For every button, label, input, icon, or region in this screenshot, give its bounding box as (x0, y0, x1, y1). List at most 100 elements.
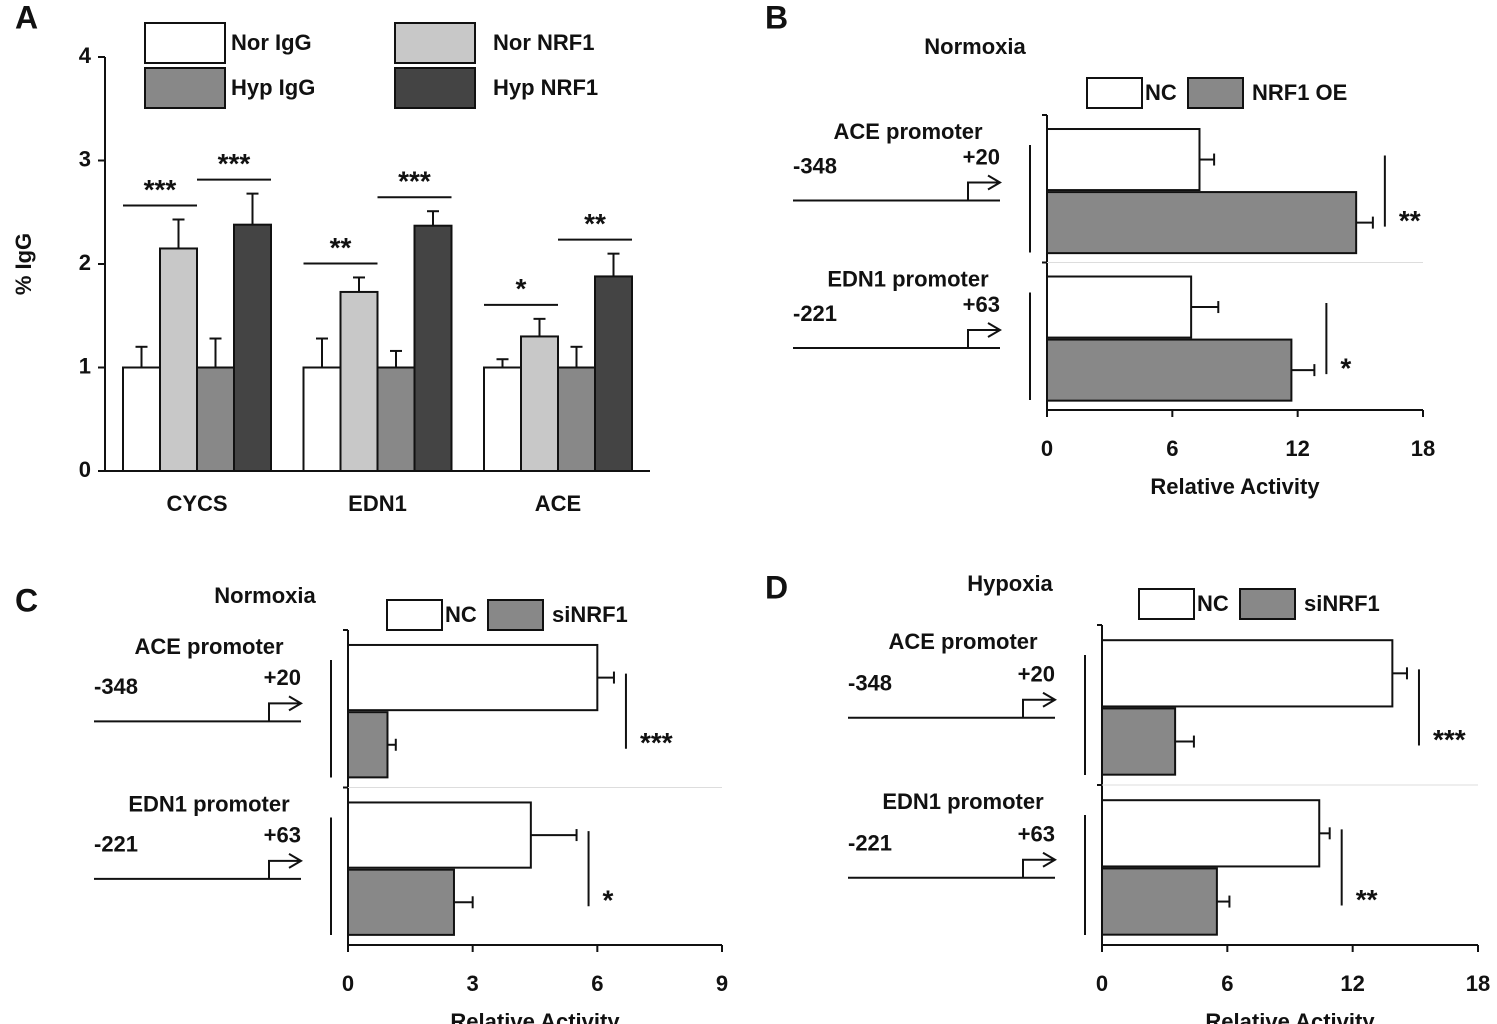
category-label: EDN1 promoter (827, 266, 989, 291)
significance-label: * (1340, 353, 1351, 384)
bar (159, 247, 198, 472)
legend-swatch (1239, 588, 1296, 620)
bar (347, 801, 532, 869)
legend-label: Hyp IgG (231, 75, 315, 100)
tss-arrow (967, 322, 1002, 349)
tss-arrow (1022, 851, 1057, 878)
x-axis-label: Relative Activity (1205, 1009, 1375, 1024)
category-label: ACE promoter (134, 634, 284, 659)
significance-label: ** (1399, 205, 1421, 236)
y-tick-label: 3 (79, 146, 91, 171)
legend-swatch (1187, 77, 1244, 109)
x-axis-label: Relative Activity (1150, 474, 1320, 499)
legend-swatch (144, 22, 226, 64)
tss-arrow (268, 695, 303, 722)
category-label: EDN1 promoter (128, 791, 290, 816)
significance-label: *** (1433, 724, 1466, 755)
x-tick-label: 6 (591, 971, 603, 996)
legend-swatch (394, 67, 476, 109)
promoter-start: -221 (848, 831, 892, 856)
y-tick-label: 1 (79, 353, 91, 378)
promoter-end: +20 (963, 144, 1000, 169)
chart-title: Hypoxia (967, 571, 1053, 596)
significance-label: * (516, 273, 527, 304)
legend-label: NC (445, 602, 477, 627)
significance-label: *** (640, 727, 673, 758)
x-tick-label: 3 (467, 971, 479, 996)
significance-label: ** (330, 232, 352, 263)
promoter-start: -221 (94, 832, 138, 857)
tss-arrow (1022, 691, 1057, 718)
legend-label: NC (1197, 591, 1229, 616)
panel-letter: A (15, 0, 38, 35)
legend-swatch (1086, 77, 1143, 109)
promoter-start: -348 (848, 671, 892, 696)
y-axis-label: % IgG (11, 233, 36, 295)
x-tick-label: 6 (1221, 971, 1233, 996)
bar (1101, 639, 1394, 708)
x-tick-label: CYCS (166, 491, 227, 516)
bar (347, 868, 455, 936)
significance-label: *** (218, 148, 251, 179)
legend-swatch (1138, 588, 1195, 620)
bar (1101, 707, 1177, 776)
bar (483, 366, 522, 472)
promoter-start: -348 (793, 153, 837, 178)
legend-label: NC (1145, 80, 1177, 105)
bar (347, 711, 389, 779)
bar (376, 366, 416, 472)
bar (413, 224, 453, 472)
legend-label: siNRF1 (552, 602, 628, 627)
bar (1046, 275, 1193, 339)
promoter-end: +63 (963, 292, 1000, 317)
x-tick-label: 9 (716, 971, 728, 996)
significance-label: * (603, 885, 614, 916)
promoter-end: +63 (264, 823, 301, 848)
bar (122, 366, 161, 472)
bar (1046, 191, 1358, 255)
x-tick-label: 0 (1041, 436, 1053, 461)
promoter-end: +20 (1018, 662, 1055, 687)
bar (557, 366, 596, 472)
significance-label: ** (1356, 884, 1378, 915)
x-tick-label: 18 (1411, 436, 1435, 461)
category-label: EDN1 promoter (882, 789, 1044, 814)
bar (1101, 867, 1218, 936)
panel-letter: B (765, 0, 788, 35)
legend-swatch (394, 22, 476, 64)
chart-title: Normoxia (924, 34, 1026, 59)
bar (347, 643, 599, 712)
y-tick-label: 2 (79, 250, 91, 275)
legend-label: Nor IgG (231, 30, 312, 55)
significance-label: *** (398, 166, 431, 197)
bar (1046, 338, 1293, 402)
x-tick-label: 12 (1285, 436, 1309, 461)
y-tick-label: 4 (79, 43, 92, 68)
x-tick-label: ACE (535, 491, 581, 516)
legend-label: siNRF1 (1304, 591, 1380, 616)
legend-label: NRF1 OE (1252, 80, 1347, 105)
legend-swatch (386, 599, 443, 631)
bar (1046, 128, 1201, 192)
bar (520, 335, 559, 473)
significance-label: *** (144, 174, 177, 205)
bar (339, 290, 379, 472)
chart-title: Normoxia (214, 583, 316, 608)
legend-label: Hyp NRF1 (493, 75, 598, 100)
promoter-end: +20 (264, 665, 301, 690)
category-label: ACE promoter (833, 119, 983, 144)
tss-arrow (268, 852, 303, 879)
x-tick-label: 12 (1340, 971, 1364, 996)
significance-label: ** (584, 208, 606, 239)
panel-letter: D (765, 569, 788, 605)
bar (196, 366, 235, 472)
x-tick-label: 18 (1466, 971, 1490, 996)
x-tick-label: 6 (1166, 436, 1178, 461)
promoter-start: -221 (793, 301, 837, 326)
panel-letter: C (15, 582, 38, 618)
x-tick-label: EDN1 (348, 491, 407, 516)
y-tick-label: 0 (79, 457, 91, 482)
legend-swatch (487, 599, 544, 631)
x-axis-label: Relative Activity (450, 1009, 620, 1024)
